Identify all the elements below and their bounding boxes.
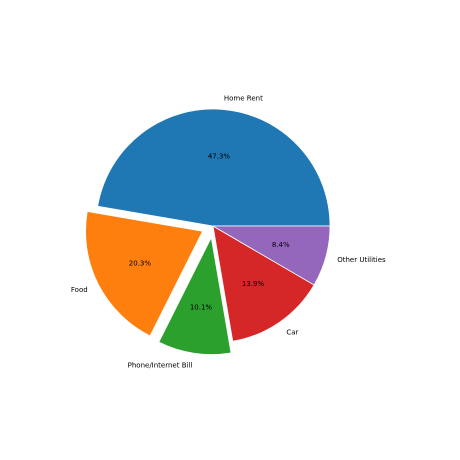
pie-category-label-home-rent: Home Rent bbox=[224, 94, 263, 102]
pie-percent-label-other-utilities: 8.4% bbox=[272, 241, 290, 249]
pie-category-label-car: Car bbox=[286, 328, 298, 336]
pie-percent-label-phone-internet-bill: 10.1% bbox=[190, 304, 213, 312]
pie-percent-label-home-rent: 47.3% bbox=[208, 153, 231, 161]
pie-percent-label-car: 13.9% bbox=[242, 280, 265, 288]
pie-percent-labels: 47.3% 20.3% 10.1% 13.9% 8.4% bbox=[129, 153, 290, 312]
pie-slice-home-rent bbox=[97, 108, 331, 227]
pie-slice-phone-internet-bill bbox=[158, 236, 232, 355]
pie-slice-other-utilities bbox=[211, 225, 331, 286]
pie-slice-car bbox=[212, 225, 315, 342]
pie-slices bbox=[85, 108, 331, 355]
pie-category-label-other-utilities: Other Utilities bbox=[337, 256, 386, 264]
pie-category-labels: Home Rent Food Phone/Internet Bill Car Other… bbox=[71, 94, 386, 369]
pie-percent-label-food: 20.3% bbox=[129, 259, 152, 267]
pie-slice-food bbox=[85, 211, 204, 337]
pie-category-label-phone-internet-bill: Phone/Internet Bill bbox=[128, 361, 193, 369]
pie-category-label-food: Food bbox=[71, 286, 88, 294]
